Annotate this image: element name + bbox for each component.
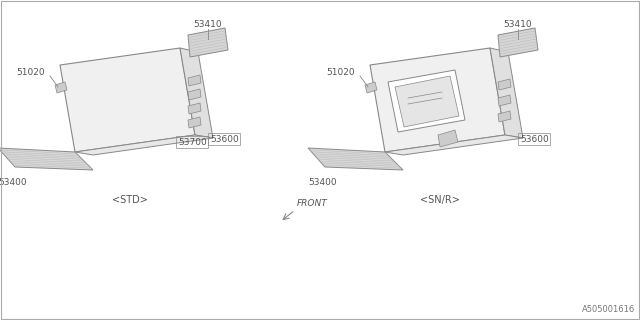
Text: 53600: 53600 bbox=[520, 135, 548, 144]
Polygon shape bbox=[370, 48, 505, 152]
Polygon shape bbox=[498, 111, 511, 122]
Polygon shape bbox=[0, 148, 93, 170]
Polygon shape bbox=[60, 48, 195, 152]
Polygon shape bbox=[308, 148, 403, 170]
Polygon shape bbox=[395, 76, 459, 127]
Polygon shape bbox=[188, 75, 201, 86]
Polygon shape bbox=[388, 70, 465, 132]
Polygon shape bbox=[385, 135, 523, 155]
Polygon shape bbox=[55, 82, 67, 93]
Text: FRONT: FRONT bbox=[297, 199, 328, 208]
Text: 51020: 51020 bbox=[326, 68, 355, 76]
Polygon shape bbox=[188, 28, 228, 57]
Polygon shape bbox=[180, 48, 213, 138]
Polygon shape bbox=[188, 103, 201, 114]
Text: 51020: 51020 bbox=[17, 68, 45, 76]
Polygon shape bbox=[188, 89, 201, 100]
Polygon shape bbox=[498, 95, 511, 106]
Text: 53400: 53400 bbox=[0, 178, 27, 187]
Polygon shape bbox=[490, 48, 523, 138]
Text: 53410: 53410 bbox=[194, 20, 222, 29]
Text: <SN/R>: <SN/R> bbox=[420, 195, 460, 205]
Text: A505001616: A505001616 bbox=[582, 305, 635, 314]
Text: 53700: 53700 bbox=[178, 138, 207, 147]
Polygon shape bbox=[498, 79, 511, 90]
Polygon shape bbox=[188, 117, 201, 128]
Polygon shape bbox=[365, 82, 377, 93]
Text: 53400: 53400 bbox=[308, 178, 337, 187]
Text: 53410: 53410 bbox=[504, 20, 532, 29]
Text: 53600: 53600 bbox=[210, 135, 239, 144]
Polygon shape bbox=[75, 135, 213, 155]
Polygon shape bbox=[438, 130, 458, 147]
Text: <STD>: <STD> bbox=[112, 195, 148, 205]
Polygon shape bbox=[498, 28, 538, 57]
